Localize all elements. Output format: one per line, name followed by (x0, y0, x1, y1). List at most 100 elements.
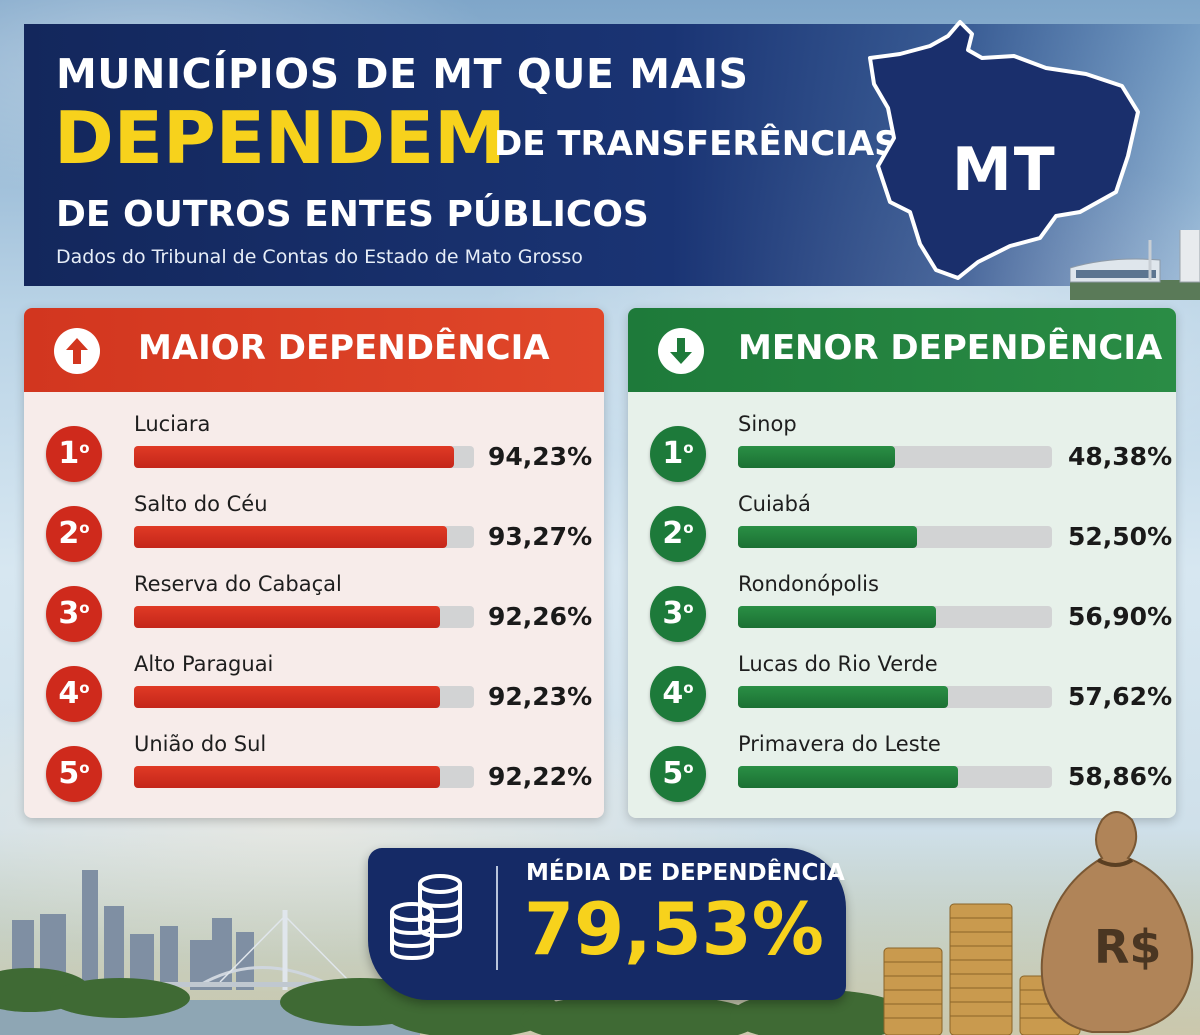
rank-badge: 4o (650, 666, 706, 722)
rank-number: 4 (58, 676, 80, 711)
menor-dependencia-card: MENOR DEPENDÊNCIA 1o Sinop 48,38% 2o Cuiabá 5… (628, 308, 1176, 818)
dependency-percent: 92,23% (488, 682, 593, 711)
rank-badge: 5o (46, 746, 102, 802)
dependency-percent: 58,86% (1068, 762, 1173, 791)
dependency-bar-fill (738, 526, 917, 548)
dependency-percent: 92,26% (488, 602, 593, 631)
rank-badge: 2o (650, 506, 706, 562)
rank-number: 5 (58, 756, 80, 791)
coins-icon (390, 874, 462, 960)
rank-number: 2 (58, 516, 80, 551)
dependency-bar-fill (134, 526, 447, 548)
rank-number: 2 (662, 516, 684, 551)
dependency-percent: 52,50% (1068, 522, 1173, 551)
maior-dependencia-header: MAIOR DEPENDÊNCIA (24, 308, 604, 392)
dependency-bar-track (738, 766, 1052, 788)
menor-dependencia-title: MENOR DEPENDÊNCIA (738, 328, 1163, 368)
government-building-icon (1070, 230, 1200, 300)
title-highlight: DEPENDEM (54, 96, 506, 180)
sack-currency-label: R$ (1094, 920, 1162, 974)
rank-badge: 1o (46, 426, 102, 482)
rank-number: 3 (58, 596, 80, 631)
dependency-bar-fill (738, 446, 895, 468)
city-name: Primavera do Leste (738, 732, 941, 756)
city-name: União do Sul (134, 732, 267, 756)
dependency-bar-track (134, 526, 474, 548)
title-line-1: MUNICÍPIOS DE MT QUE MAIS (56, 50, 749, 98)
rank-badge: 3o (46, 586, 102, 642)
title-line-2: DE TRANSFERÊNCIAS (494, 124, 899, 164)
rank-number: 1 (58, 436, 80, 471)
rank-number: 5 (662, 756, 684, 791)
city-name: Alto Paraguai (134, 652, 274, 676)
dependency-bar-track (738, 526, 1052, 548)
dependency-bar-track (134, 446, 474, 468)
dependency-bar-fill (738, 686, 949, 708)
rank-badge: 5o (650, 746, 706, 802)
rank-ordinal: o (683, 439, 694, 457)
dependency-percent: 48,38% (1068, 442, 1173, 471)
subtitle: Dados do Tribunal de Contas do Estado de… (56, 246, 583, 268)
ranking-row: 2o Salto do Céu 93,27% (24, 488, 604, 568)
ranking-row: 5o Primavera do Leste 58,86% (628, 728, 1176, 808)
dependency-bar-fill (134, 606, 440, 628)
dependency-bar-fill (134, 686, 440, 708)
rank-ordinal: o (683, 679, 694, 697)
ranking-row: 4o Alto Paraguai 92,23% (24, 648, 604, 728)
city-name: Rondonópolis (738, 572, 879, 596)
menor-dependencia-header: MENOR DEPENDÊNCIA (628, 308, 1176, 392)
rank-ordinal: o (683, 519, 694, 537)
ranking-row: 2o Cuiabá 52,50% (628, 488, 1176, 568)
dependency-percent: 94,23% (488, 442, 593, 471)
ranking-row: 3o Rondonópolis 56,90% (628, 568, 1176, 648)
rank-badge: 4o (46, 666, 102, 722)
title-line-3: DE OUTROS ENTES PÚBLICOS (56, 194, 649, 235)
dependency-bar-track (738, 686, 1052, 708)
rank-number: 4 (662, 676, 684, 711)
rank-ordinal: o (683, 599, 694, 617)
dependency-bar-fill (738, 606, 936, 628)
ranking-row: 1o Luciara 94,23% (24, 408, 604, 488)
rank-badge: 2o (46, 506, 102, 562)
ranking-row: 1o Sinop 48,38% (628, 408, 1176, 488)
dependency-percent: 92,22% (488, 762, 593, 791)
money-sack-icon (1040, 811, 1194, 1033)
average-divider (496, 866, 498, 970)
city-name: Luciara (134, 412, 211, 436)
ranking-row: 5o União do Sul 92,22% (24, 728, 604, 808)
average-banner (368, 848, 846, 1000)
arrow-down-icon (658, 328, 704, 374)
maior-dependencia-card: MAIOR DEPENDÊNCIA 1o Luciara 94,23% 2o Salto… (24, 308, 604, 818)
rank-ordinal: o (79, 759, 90, 777)
city-name: Reserva do Cabaçal (134, 572, 342, 596)
dependency-bar-track (134, 766, 474, 788)
rank-badge: 3o (650, 586, 706, 642)
dependency-bar-track (134, 606, 474, 628)
rank-ordinal: o (683, 759, 694, 777)
ranking-row: 3o Reserva do Cabaçal 92,26% (24, 568, 604, 648)
city-name: Sinop (738, 412, 797, 436)
dependency-bar-track (134, 686, 474, 708)
rank-number: 3 (662, 596, 684, 631)
dependency-bar-fill (134, 766, 440, 788)
dependency-bar-track (738, 606, 1052, 628)
rank-number: 1 (662, 436, 684, 471)
arrow-up-icon (54, 328, 100, 374)
average-label: MÉDIA DE DEPENDÊNCIA (526, 860, 845, 886)
dependency-bar-fill (134, 446, 454, 468)
dependency-percent: 57,62% (1068, 682, 1173, 711)
dependency-percent: 56,90% (1068, 602, 1173, 631)
average-value: 79,53% (524, 887, 824, 971)
ranking-row: 4o Lucas do Rio Verde 57,62% (628, 648, 1176, 728)
city-name: Salto do Céu (134, 492, 268, 516)
city-name: Lucas do Rio Verde (738, 652, 938, 676)
map-label: MT (952, 135, 1057, 205)
rank-ordinal: o (79, 519, 90, 537)
maior-dependencia-title: MAIOR DEPENDÊNCIA (138, 328, 550, 368)
rank-badge: 1o (650, 426, 706, 482)
rank-ordinal: o (79, 439, 90, 457)
dependency-percent: 93,27% (488, 522, 593, 551)
dependency-bar-fill (738, 766, 958, 788)
mato-grosso-map-icon (868, 20, 1140, 280)
rank-ordinal: o (79, 599, 90, 617)
